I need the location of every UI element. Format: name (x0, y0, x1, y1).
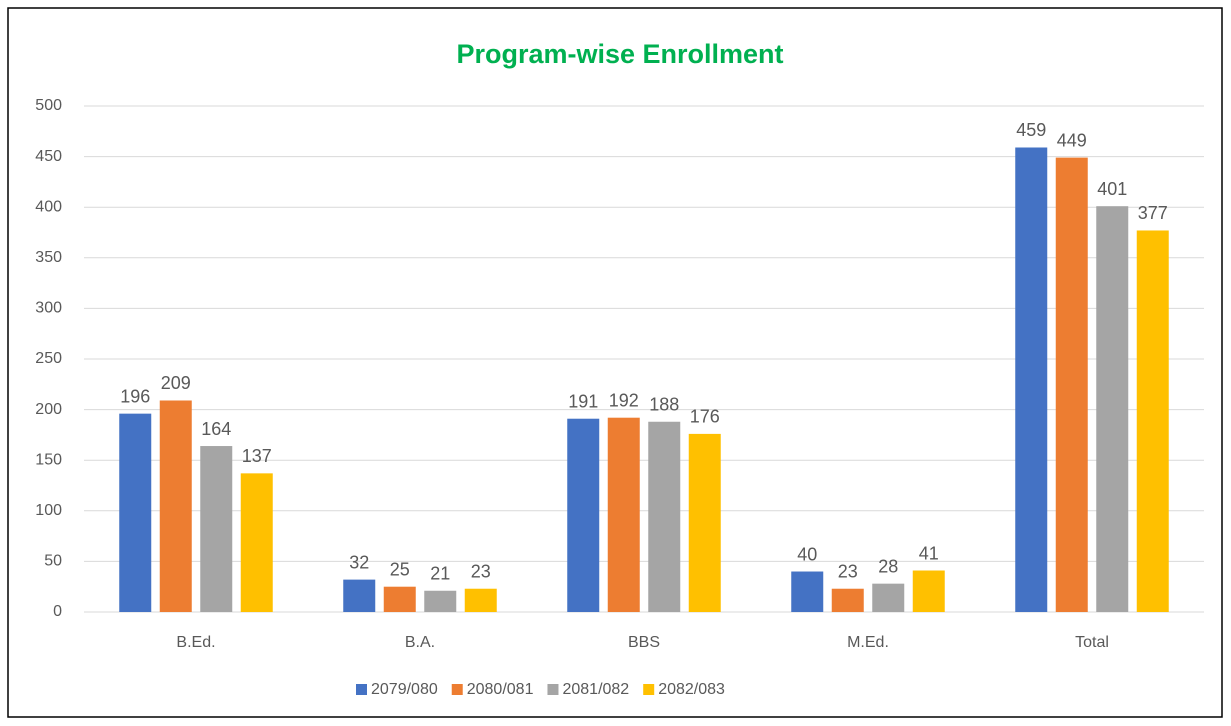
y-tick-label: 0 (53, 603, 62, 620)
bar (688, 433, 721, 612)
legend-label: 2080/081 (467, 681, 534, 698)
bar (1055, 157, 1088, 612)
data-label: 164 (201, 419, 231, 439)
bar (1096, 206, 1129, 613)
legend-swatch (451, 684, 463, 695)
data-label: 209 (161, 373, 191, 393)
bar (383, 586, 416, 612)
data-label: 28 (878, 556, 898, 576)
y-tick-label: 150 (35, 451, 62, 468)
data-label: 23 (838, 561, 858, 581)
bar (607, 417, 640, 612)
legend-label: 2081/082 (562, 681, 629, 698)
y-tick-label: 400 (35, 198, 62, 215)
bar (1015, 147, 1048, 612)
bar (791, 571, 824, 612)
legend-label: 2082/083 (658, 681, 725, 698)
data-label: 459 (1016, 120, 1046, 140)
legend-swatch (356, 684, 367, 695)
legend-label: 2079/080 (371, 681, 438, 698)
chart-title: Program-wise Enrollment (456, 39, 783, 69)
bar (912, 570, 945, 612)
data-label: 40 (797, 544, 817, 564)
data-label: 449 (1057, 130, 1087, 150)
bar (424, 590, 457, 612)
x-tick-label: BBS (628, 634, 660, 651)
y-tick-label: 200 (35, 401, 62, 418)
data-label: 41 (919, 543, 939, 563)
data-label: 32 (349, 552, 369, 572)
y-tick-label: 50 (44, 553, 62, 570)
data-label: 401 (1097, 179, 1127, 199)
bar (567, 418, 600, 612)
data-label: 137 (242, 446, 272, 466)
bar (119, 413, 152, 612)
y-tick-label: 500 (35, 97, 62, 114)
y-tick-label: 250 (35, 350, 62, 367)
bar (343, 579, 376, 612)
y-tick-label: 350 (35, 249, 62, 266)
data-label: 25 (390, 559, 410, 579)
x-tick-label: B.A. (405, 634, 435, 651)
y-tick-label: 450 (35, 148, 62, 165)
bar (1136, 230, 1169, 612)
bar (648, 421, 681, 612)
y-tick-label: 100 (35, 502, 62, 519)
data-label: 21 (430, 563, 450, 583)
bar (464, 588, 497, 612)
x-tick-label: M.Ed. (847, 634, 889, 651)
data-label: 192 (609, 390, 639, 410)
bar (240, 473, 273, 612)
x-tick-label: B.Ed. (176, 634, 215, 651)
bar (872, 583, 905, 612)
x-tick-label: Total (1075, 634, 1109, 651)
data-label: 176 (690, 407, 720, 427)
legend-swatch (547, 684, 559, 695)
bar (159, 400, 192, 612)
data-label: 377 (1138, 203, 1168, 223)
data-label: 23 (471, 561, 491, 581)
bar (200, 446, 233, 612)
legend-swatch (643, 684, 655, 695)
data-label: 196 (120, 386, 150, 406)
data-label: 188 (649, 394, 679, 414)
y-tick-label: 300 (35, 300, 62, 317)
data-label: 191 (568, 391, 598, 411)
bar (831, 588, 864, 612)
